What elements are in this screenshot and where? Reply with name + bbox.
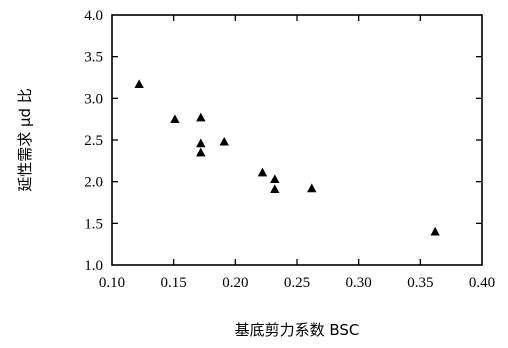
y-tick-label: 3.5 <box>84 50 103 66</box>
data-points <box>134 79 440 236</box>
x-axis-ticks: 0.10 0.15 0.20 0.25 0.30 0.35 0.40 <box>99 15 495 291</box>
x-tick-label: 0.20 <box>222 275 248 291</box>
x-tick-label: 0.40 <box>469 275 495 291</box>
y-axis-ticks: 1.0 1.5 2.0 2.5 3.0 3.5 4.0 <box>84 8 482 274</box>
x-tick-label: 0.35 <box>407 275 433 291</box>
data-point <box>196 138 206 148</box>
data-point <box>134 79 144 89</box>
x-tick: 0.10 <box>99 275 125 291</box>
x-tick: 0.35 <box>407 15 433 291</box>
x-tick: 0.25 <box>284 15 310 291</box>
x-tick-label: 0.15 <box>161 275 187 291</box>
y-tick-label: 4.0 <box>84 8 103 24</box>
data-point <box>170 114 180 124</box>
data-point <box>270 184 280 194</box>
plot-frame <box>111 14 483 266</box>
y-tick: 2.5 <box>84 133 482 149</box>
data-point <box>219 136 229 146</box>
y-tick-label: 1.0 <box>84 258 103 274</box>
data-point <box>430 226 440 236</box>
x-tick-label: 0.10 <box>99 275 125 291</box>
x-tick-label: 0.30 <box>346 275 372 291</box>
y-tick: 3.5 <box>84 50 482 66</box>
y-tick: 1.0 <box>84 258 103 274</box>
y-tick: 3.0 <box>84 91 482 107</box>
x-tick: 0.40 <box>469 275 495 291</box>
y-axis-title: 延性需求 μd 比 <box>16 88 34 192</box>
x-tick: 0.15 <box>161 15 187 291</box>
x-tick: 0.20 <box>222 15 248 291</box>
y-tick-label: 2.5 <box>84 133 103 149</box>
data-point <box>257 167 268 177</box>
y-tick-label: 3.0 <box>84 91 103 107</box>
y-tick-label: 2.0 <box>84 175 103 191</box>
x-axis-title: 基底剪力系数 BSC <box>235 321 360 339</box>
data-point <box>307 183 317 193</box>
y-tick: 1.5 <box>84 216 482 232</box>
data-point <box>196 147 206 157</box>
y-tick: 2.0 <box>84 175 482 191</box>
x-tick-label: 0.25 <box>284 275 310 291</box>
y-tick-label: 1.5 <box>84 216 103 232</box>
data-point <box>196 112 206 122</box>
y-tick: 4.0 <box>84 8 103 24</box>
x-tick: 0.30 <box>346 15 372 291</box>
data-point <box>270 174 280 184</box>
